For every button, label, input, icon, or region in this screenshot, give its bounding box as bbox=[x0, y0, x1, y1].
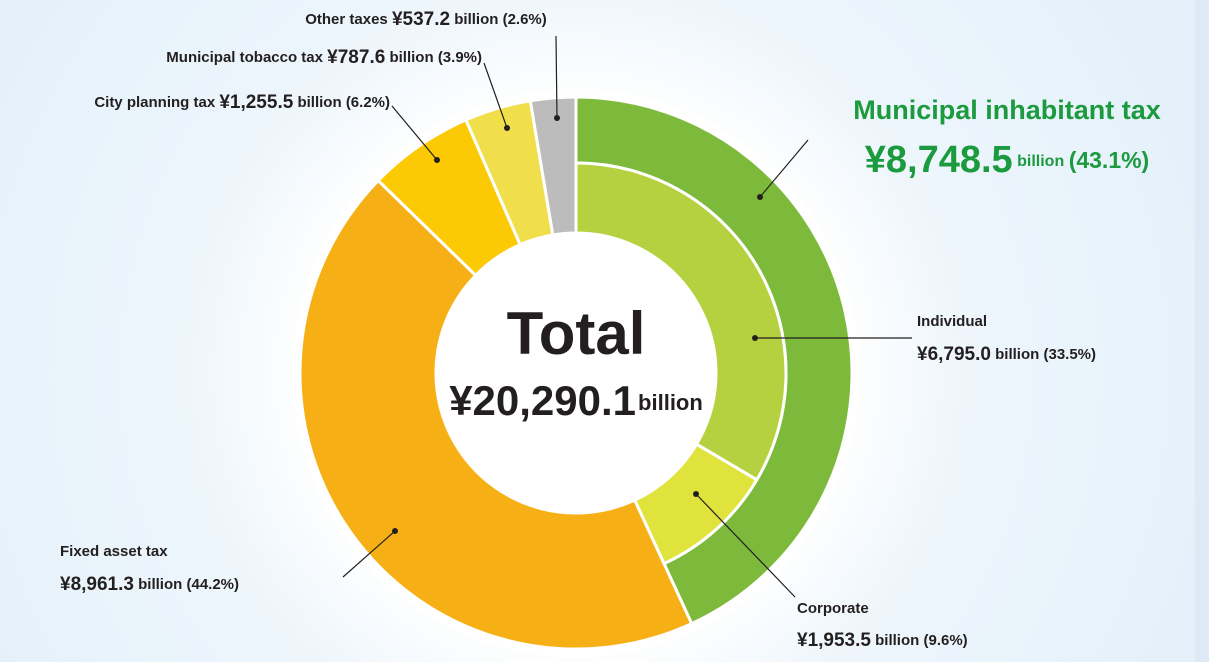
center-title: Total bbox=[507, 300, 646, 367]
leader-line bbox=[483, 62, 508, 129]
label-other: Other taxes ¥537.2 billion (2.6%) bbox=[305, 9, 547, 30]
leader-line bbox=[391, 105, 438, 161]
unit: billion bbox=[875, 632, 919, 649]
percent: (2.6%) bbox=[503, 11, 547, 28]
total-unit: billion bbox=[638, 390, 703, 415]
center-total: ¥20,290.1billion bbox=[449, 377, 703, 424]
label-fixed-asset-name: Fixed asset tax bbox=[60, 543, 168, 560]
percent: (9.6%) bbox=[923, 632, 967, 649]
amount: ¥6,795.0 bbox=[917, 344, 991, 365]
leader-dots bbox=[392, 115, 763, 534]
unit: billion bbox=[454, 11, 498, 28]
label-corporate-name: Corporate bbox=[797, 600, 869, 617]
category: Municipal tobacco tax bbox=[166, 49, 323, 66]
side-strip bbox=[1195, 0, 1209, 662]
category: Other taxes bbox=[305, 11, 388, 28]
label-inhabitant-value: ¥8,748.5 billion (43.1%) bbox=[865, 139, 1149, 181]
amount: ¥787.6 bbox=[327, 47, 385, 68]
amount: ¥8,961.3 bbox=[60, 574, 134, 595]
label-inhabitant-name: Municipal inhabitant tax bbox=[853, 95, 1161, 125]
unit: billion bbox=[138, 576, 182, 593]
total-value: ¥20,290.1 bbox=[449, 377, 636, 424]
percent: (44.2%) bbox=[186, 576, 239, 593]
amount: ¥8,748.5 bbox=[865, 139, 1013, 181]
label-fixed-asset-value: ¥8,961.3 billion (44.2%) bbox=[60, 574, 239, 595]
amount: ¥1,953.5 bbox=[797, 630, 871, 651]
percent: (33.5%) bbox=[1043, 346, 1096, 363]
unit: billion bbox=[995, 346, 1039, 363]
leader-line bbox=[759, 139, 809, 198]
arcs bbox=[298, 95, 854, 651]
percent: (3.9%) bbox=[438, 49, 482, 66]
unit: billion bbox=[389, 49, 433, 66]
amount: ¥1,255.5 bbox=[219, 92, 293, 113]
leader-line bbox=[342, 530, 396, 578]
leader-line bbox=[555, 35, 558, 119]
pie-slice bbox=[298, 179, 694, 651]
label-individual-value: ¥6,795.0 billion (33.5%) bbox=[917, 344, 1096, 365]
percent: (43.1%) bbox=[1069, 147, 1150, 173]
label-tobacco: Municipal tobacco tax ¥787.6 billion (3.… bbox=[166, 47, 482, 68]
unit: billion bbox=[297, 94, 341, 111]
donut-hole bbox=[436, 233, 716, 513]
category: City planning tax bbox=[94, 94, 216, 111]
label-corporate-value: ¥1,953.5 billion (9.6%) bbox=[797, 630, 968, 651]
amount: ¥537.2 bbox=[392, 9, 450, 30]
unit: billion bbox=[1017, 153, 1064, 170]
percent: (6.2%) bbox=[346, 94, 390, 111]
label-city-planning: City planning tax ¥1,255.5 billion (6.2%… bbox=[94, 92, 390, 113]
label-individual-name: Individual bbox=[917, 313, 987, 330]
leader-line bbox=[695, 493, 796, 598]
